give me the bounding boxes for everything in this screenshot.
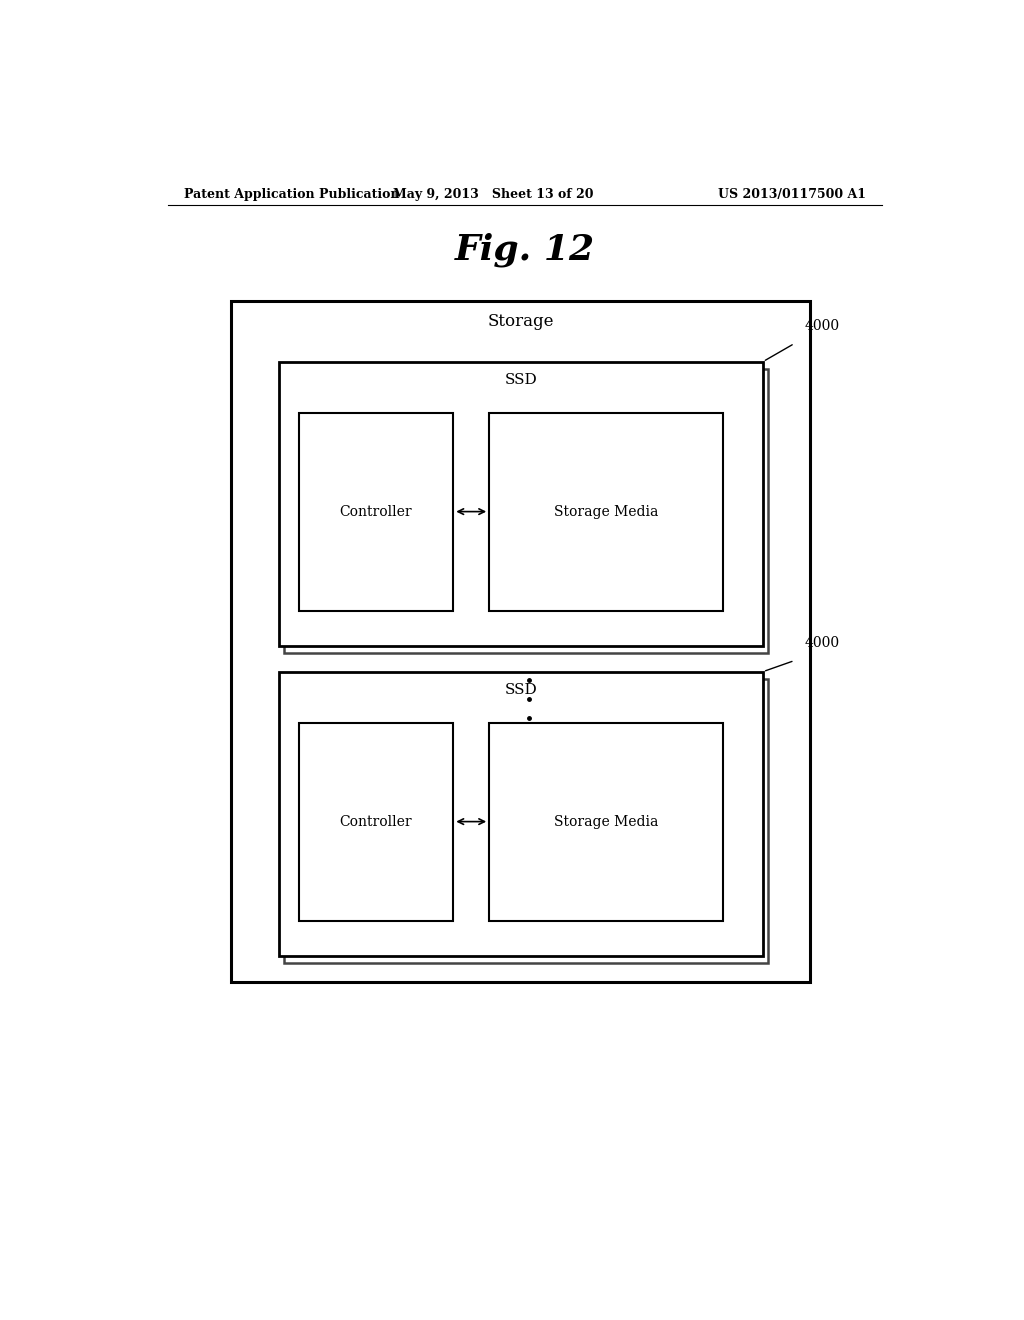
Bar xyxy=(285,678,768,964)
Bar xyxy=(279,362,763,647)
Bar xyxy=(299,413,454,611)
Bar xyxy=(279,672,763,956)
Text: US 2013/0117500 A1: US 2013/0117500 A1 xyxy=(718,189,866,202)
Bar xyxy=(299,722,454,921)
Text: 4000: 4000 xyxy=(805,319,840,333)
Text: Storage Media: Storage Media xyxy=(554,504,658,519)
Text: Fig. 12: Fig. 12 xyxy=(455,232,595,267)
Text: SSD: SSD xyxy=(505,682,538,697)
Bar xyxy=(231,301,811,982)
Bar xyxy=(489,413,723,611)
Bar xyxy=(489,722,723,921)
Text: 4000: 4000 xyxy=(805,636,840,651)
Text: Patent Application Publication: Patent Application Publication xyxy=(183,189,399,202)
Text: Controller: Controller xyxy=(340,504,413,519)
Text: Controller: Controller xyxy=(340,814,413,829)
Text: Storage: Storage xyxy=(487,313,554,330)
Bar xyxy=(285,368,768,653)
Text: Storage Media: Storage Media xyxy=(554,814,658,829)
Text: SSD: SSD xyxy=(505,374,538,387)
Text: May 9, 2013   Sheet 13 of 20: May 9, 2013 Sheet 13 of 20 xyxy=(393,189,593,202)
